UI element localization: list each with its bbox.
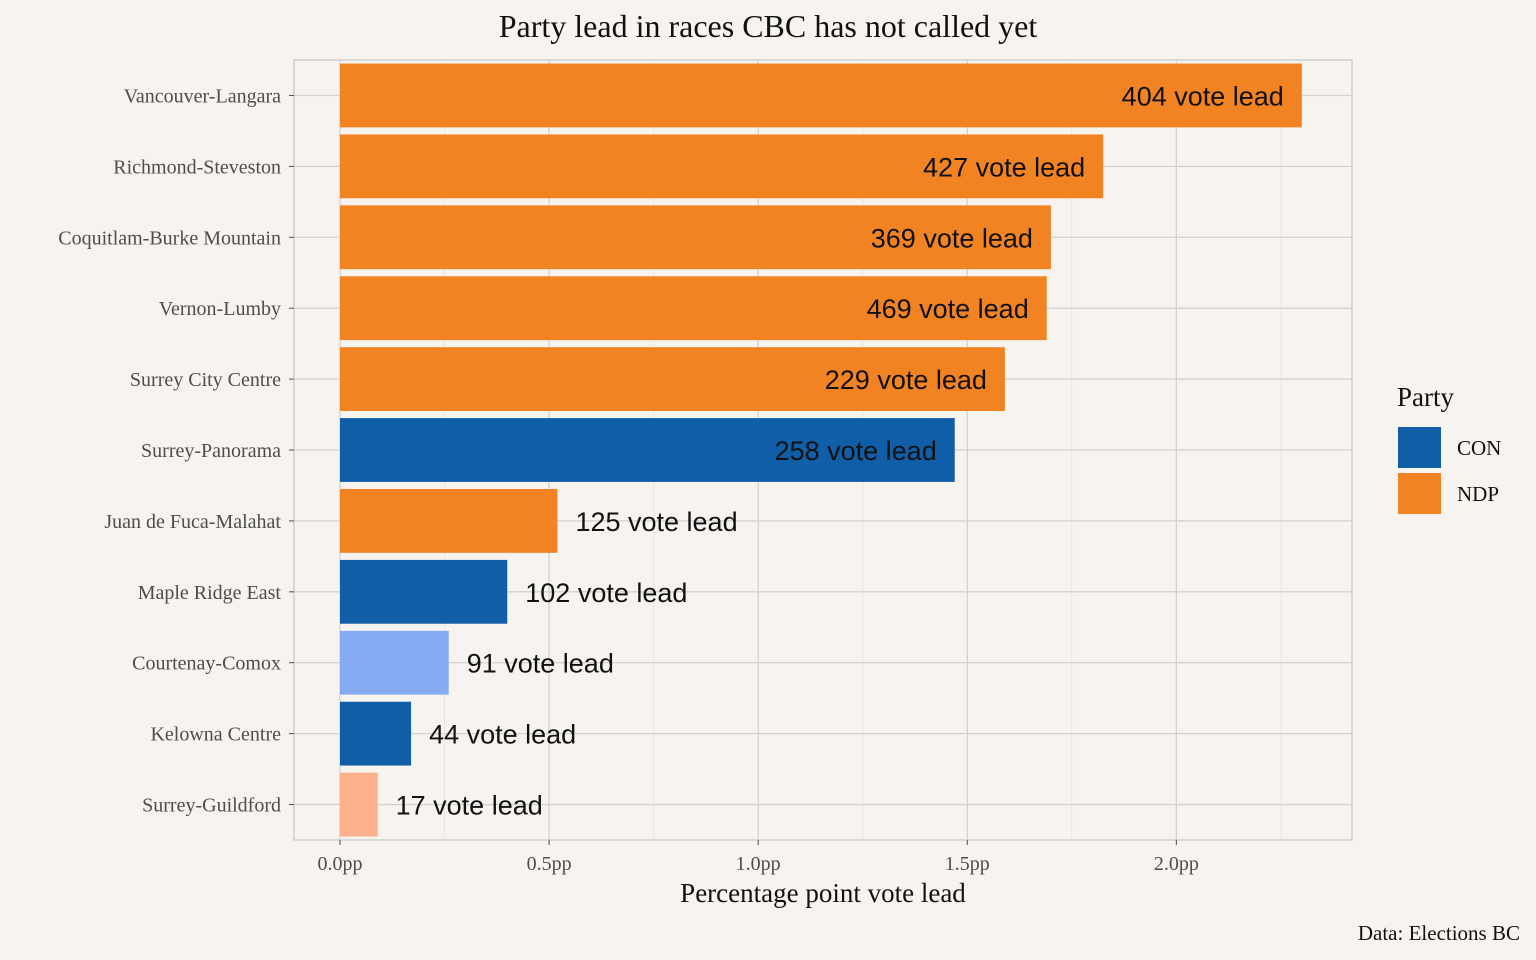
bar-value-label-4: 469 vote lead (867, 294, 1029, 324)
x-axis-title: Percentage point vote lead (680, 878, 966, 908)
y-category-label-5: Surrey City Centre (130, 369, 281, 391)
bar-value-label-3: 369 vote lead (871, 223, 1033, 253)
legend-swatch-ndp (1398, 473, 1441, 514)
bar-value-label-9: 91 vote lead (467, 649, 614, 679)
bar-5 (340, 347, 1005, 411)
bar-labels: 404 vote lead 427 vote lead 369 vote lead 4… (396, 81, 1284, 820)
bar-8 (340, 559, 508, 624)
bar-6 (340, 418, 955, 482)
bar-7 (340, 489, 558, 553)
bar-1 (340, 63, 1302, 128)
legend-label-con: CON (1457, 436, 1501, 460)
y-category-label-1: Vancouver-Langara (124, 85, 281, 107)
y-axis: Vancouver-Langara Richmond-Steveston Coqui… (58, 85, 294, 817)
bar-2 (340, 134, 1104, 199)
y-category-label-10: Kelowna Centre (150, 724, 281, 746)
bar-4 (340, 276, 1047, 341)
chart-title: Party lead in races CBC has not called y… (499, 8, 1038, 44)
bar-value-label-6: 258 vote lead (775, 436, 937, 466)
x-axis: 0.0pp 0.5pp 1.0pp 1.5pp 2.0pp (318, 840, 1199, 875)
caption: Data: Elections BC (1358, 921, 1520, 945)
legend-swatch-con (1398, 427, 1441, 468)
bar-11 (340, 772, 378, 837)
bar-3 (340, 205, 1051, 270)
x-tick-label-3: 1.5pp (945, 853, 990, 875)
y-category-label-8: Maple Ridge East (138, 582, 282, 604)
bar-value-label-7: 125 vote lead (575, 507, 737, 537)
legend-title: Party (1397, 382, 1454, 412)
legend: Party CON NDP (1397, 382, 1501, 514)
bar-9 (340, 630, 449, 695)
y-category-label-7: Juan de Fuca-Malahat (104, 511, 281, 533)
y-category-label-6: Surrey-Panorama (141, 440, 281, 462)
bar-value-label-11: 17 vote lead (396, 791, 543, 821)
y-category-label-3: Coquitlam-Burke Mountain (58, 227, 281, 249)
y-category-label-9: Courtenay-Comox (132, 653, 281, 675)
legend-label-ndp: NDP (1457, 482, 1499, 506)
bar-value-label-5: 229 vote lead (825, 365, 987, 395)
x-tick-label-1: 0.5pp (527, 853, 572, 875)
y-category-label-2: Richmond-Steveston (113, 156, 281, 178)
x-tick-label-0: 0.0pp (318, 853, 363, 875)
bar-10 (340, 701, 412, 766)
bars (340, 63, 1302, 837)
bar-value-label-8: 102 vote lead (525, 578, 687, 608)
x-tick-label-2: 1.0pp (736, 853, 781, 875)
y-category-label-11: Surrey-Guildford (142, 795, 281, 817)
plot-area: 404 vote lead 427 vote lead 369 vote lead 4… (293, 59, 1353, 841)
bar-value-label-10: 44 vote lead (429, 720, 576, 750)
y-category-label-4: Vernon-Lumby (159, 298, 281, 320)
bar-value-label-1: 404 vote lead (1122, 81, 1284, 111)
bar-value-label-2: 427 vote lead (923, 152, 1085, 182)
x-tick-label-4: 2.0pp (1154, 853, 1199, 875)
